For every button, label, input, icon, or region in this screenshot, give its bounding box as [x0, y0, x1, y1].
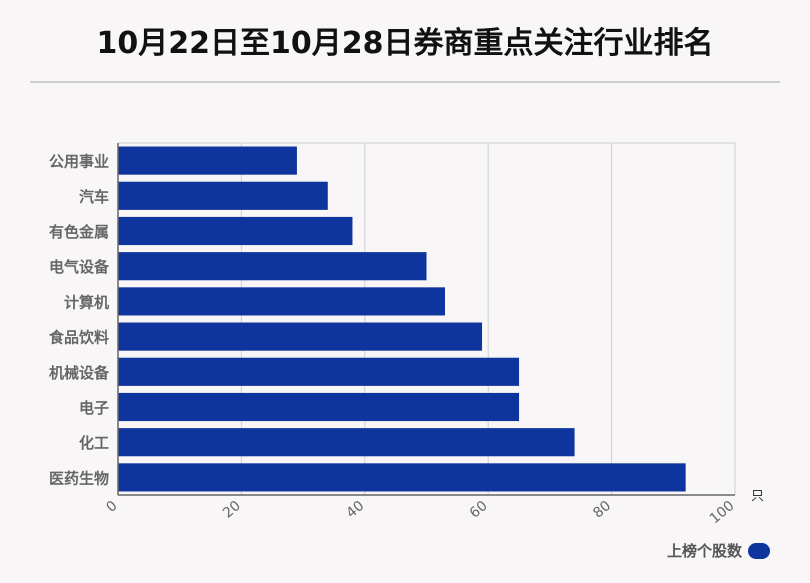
legend: 上榜个股数	[667, 540, 770, 561]
category-label: 电气设备	[49, 258, 110, 276]
category-label: 汽车	[79, 188, 109, 206]
category-label: 公用事业	[49, 153, 109, 171]
category-label: 计算机	[64, 293, 109, 311]
title-divider	[30, 81, 780, 83]
bar	[118, 252, 427, 281]
x-tick-label: 40	[343, 498, 367, 522]
category-label: 电子	[79, 399, 109, 417]
x-tick-label: 100	[707, 498, 738, 527]
bar	[118, 146, 297, 175]
x-tick-label: 60	[467, 498, 491, 522]
bar	[118, 181, 328, 210]
category-label: 有色金属	[49, 223, 109, 241]
bar	[118, 463, 686, 492]
x-tick-label: 80	[590, 498, 614, 522]
x-tick-label: 20	[220, 498, 244, 522]
bar	[118, 216, 353, 246]
chart-title: 10月22日至10月28日券商重点关注行业排名	[96, 26, 714, 61]
category-label: 医药生物	[49, 469, 109, 487]
bar	[118, 392, 520, 422]
x-unit-label: 只	[751, 489, 764, 504]
bar	[118, 428, 575, 457]
bar	[118, 357, 520, 386]
legend-swatch	[748, 542, 770, 559]
bar	[118, 322, 483, 351]
category-label: 食品饮料	[49, 329, 109, 347]
bar	[118, 287, 446, 316]
legend-label: 上榜个股数	[666, 542, 742, 560]
x-tick-label: 0	[103, 498, 120, 516]
category-label: 机械设备	[49, 364, 110, 382]
category-label: 化工	[79, 434, 109, 452]
